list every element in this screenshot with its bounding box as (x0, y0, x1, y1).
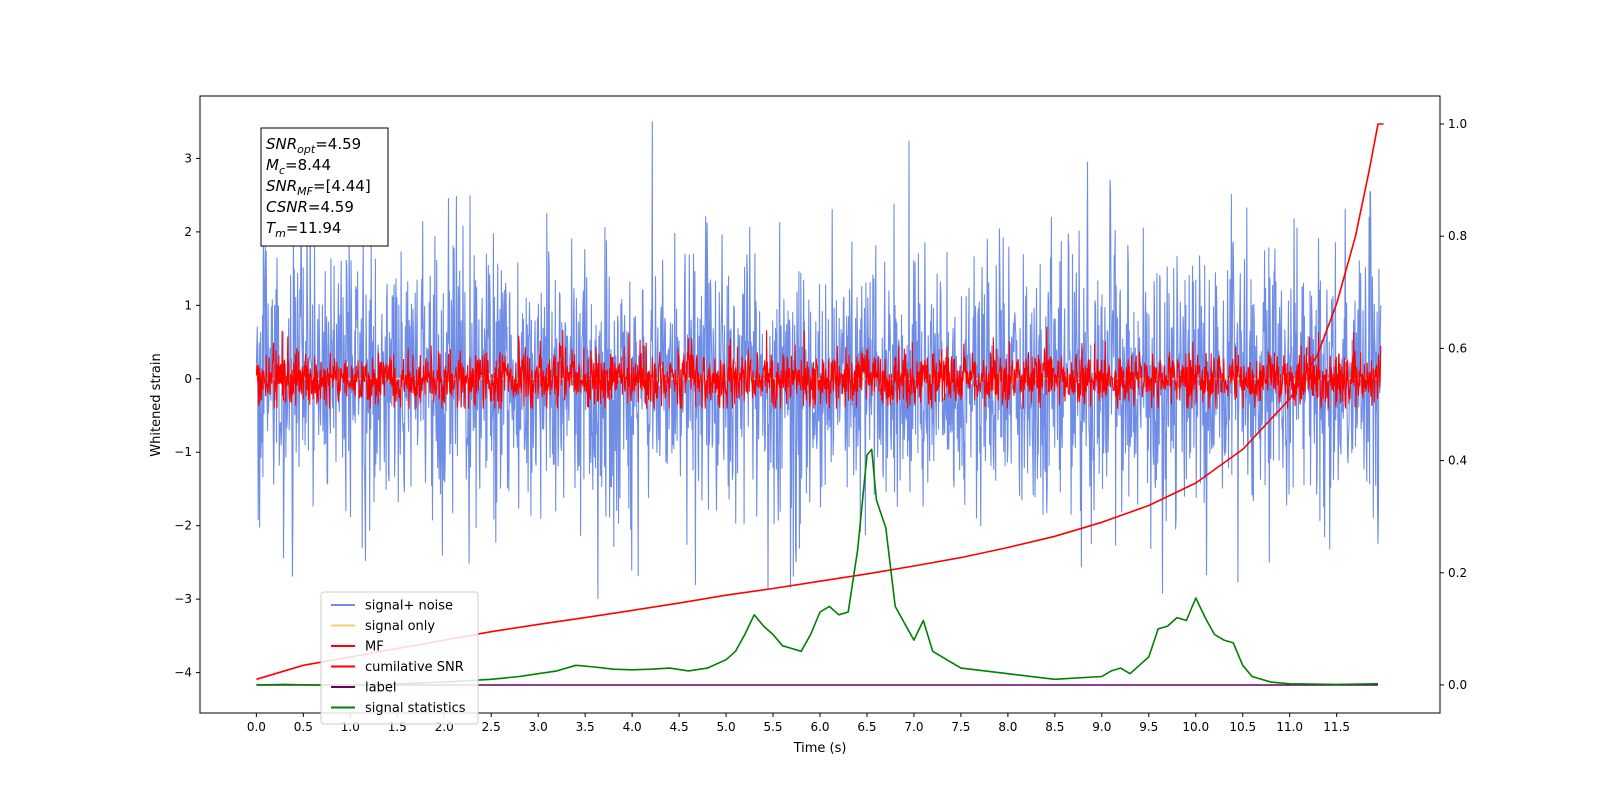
annotation-tm: Tm=11.94 (266, 219, 341, 240)
x-tick-label: 8.0 (998, 720, 1017, 734)
y-right-tick-label: 0.6 (1448, 341, 1467, 355)
annotation-snr-opt: SNRopt=4.59 (266, 135, 361, 156)
x-tick-label: 6.0 (810, 720, 829, 734)
legend-label-label: label (365, 681, 396, 696)
y-left-tick-label: 2 (184, 225, 192, 239)
x-tick-label: 10.5 (1229, 720, 1256, 734)
x-tick-label: 0.0 (247, 720, 266, 734)
x-axis: 0.0 0.5 1.0 1.5 2.0 2.5 3.0 3.5 4.0 4.5 5.0 5.5 6.0 6… (247, 713, 1350, 734)
x-tick-label: 3.0 (529, 720, 548, 734)
y-left-tick-label: −4 (174, 666, 192, 680)
annotation-snr-mf: SNRMF=[4.44] (266, 177, 371, 198)
annotation-mc: Mc=8.44 (266, 156, 331, 177)
y-left-tick-label: 0 (184, 372, 192, 386)
x-tick-label: 10.0 (1182, 720, 1209, 734)
y-axis-left: −4 −3 −2 −1 0 1 2 3 (174, 151, 200, 680)
x-axis-label: Time (s) (793, 741, 847, 756)
y-right-tick-label: 1.0 (1448, 117, 1467, 131)
y-right-tick-label: 0.2 (1448, 566, 1467, 580)
annotation-csnr: CSNR=4.59 (266, 198, 354, 216)
y-right-tick-label: 0.8 (1448, 229, 1467, 243)
x-tick-label: 5.5 (763, 720, 782, 734)
annotation-box: SNRopt=4.59 Mc=8.44 SNRMF=[4.44] CSNR=4.… (260, 127, 389, 247)
legend-label-signal-noise: signal+ noise (365, 599, 453, 614)
x-tick-label: 8.5 (1045, 720, 1064, 734)
x-tick-label: 3.5 (576, 720, 595, 734)
y-left-tick-label: 3 (184, 151, 192, 165)
legend-label-cumilative-snr: cumilative SNR (365, 660, 464, 675)
x-tick-label: 6.5 (857, 720, 876, 734)
y-left-tick-label: −2 (174, 519, 192, 533)
legend: signal+ noise signal only MF cumilative SNR… (320, 591, 479, 725)
x-tick-label: 2.5 (482, 720, 501, 734)
legend-label-mf: MF (365, 640, 384, 655)
x-tick-label: 7.5 (951, 720, 970, 734)
x-tick-label: 4.5 (670, 720, 689, 734)
x-tick-label: 9.0 (1092, 720, 1111, 734)
series-line-mf (255, 326, 1382, 409)
x-tick-label: 9.5 (1139, 720, 1158, 734)
legend-label-signal-statistics: signal statistics (365, 701, 466, 716)
x-tick-label: 5.0 (717, 720, 736, 734)
x-tick-label: 11.5 (1323, 720, 1350, 734)
x-tick-label: 4.0 (623, 720, 642, 734)
y-axis-label: Whitened strain (149, 353, 164, 456)
x-tick-label: 7.0 (904, 720, 923, 734)
series-line-signal-noise (255, 121, 1382, 600)
y-left-tick-label: −3 (174, 592, 192, 606)
y-left-tick-label: −1 (174, 445, 192, 459)
series-line-signal-statistics (256, 448, 1379, 686)
y-left-tick-label: 1 (184, 298, 192, 312)
y-right-tick-label: 0.0 (1448, 678, 1467, 692)
x-tick-label: 11.0 (1276, 720, 1303, 734)
y-right-tick-label: 0.4 (1448, 454, 1467, 468)
legend-label-signal-only: signal only (365, 619, 435, 634)
x-tick-label: 0.5 (294, 720, 313, 734)
y-axis-right: 0.0 0.2 0.4 0.6 0.8 1.0 (1440, 117, 1467, 692)
